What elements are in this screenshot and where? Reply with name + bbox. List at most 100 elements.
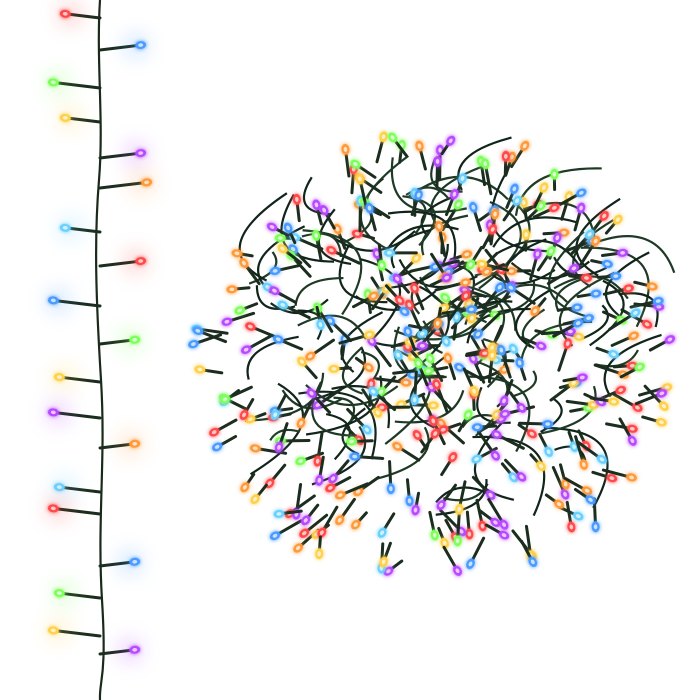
wire <box>569 407 586 413</box>
wire <box>318 310 334 333</box>
led-highlight <box>466 412 471 418</box>
led-highlight <box>277 444 281 450</box>
tangled-wire <box>435 486 489 504</box>
wire <box>608 314 633 331</box>
wire <box>337 366 352 371</box>
led-highlight <box>611 399 617 404</box>
led-highlight <box>50 298 56 303</box>
tangled-wire <box>360 258 402 344</box>
led-highlight <box>247 324 253 329</box>
wire <box>638 387 664 397</box>
light-cluster <box>188 131 676 576</box>
led-highlight <box>438 147 442 153</box>
led-highlight <box>195 328 201 333</box>
led-highlight <box>314 233 318 238</box>
led-highlight <box>509 154 514 160</box>
tangled-wire <box>543 426 609 509</box>
wire <box>343 482 369 495</box>
wire <box>345 426 358 439</box>
wire <box>409 264 435 273</box>
led-highlight <box>571 266 577 271</box>
wire <box>634 393 659 406</box>
wire <box>619 367 637 379</box>
wire <box>509 391 521 406</box>
tangled-wire <box>390 228 431 269</box>
wire <box>282 509 303 515</box>
tangled-wire <box>474 271 507 290</box>
led-highlight <box>548 248 554 254</box>
led-highlight <box>456 202 461 207</box>
wire <box>529 257 538 281</box>
wire <box>325 213 336 230</box>
led-highlight <box>315 402 321 407</box>
wire <box>340 342 346 361</box>
led-highlight <box>275 337 281 342</box>
wire <box>371 291 386 311</box>
wire <box>529 453 540 464</box>
wire <box>487 358 494 384</box>
wire <box>462 367 474 389</box>
led-highlight <box>132 337 138 342</box>
wire <box>471 536 486 561</box>
wire <box>428 510 436 532</box>
wire <box>648 340 667 352</box>
led-highlight <box>317 551 321 557</box>
wire <box>398 281 410 294</box>
led-highlight <box>379 405 385 410</box>
wire <box>350 172 355 195</box>
led-highlight <box>214 444 220 449</box>
led-highlight <box>490 227 495 232</box>
wire <box>307 503 320 518</box>
wire <box>318 535 322 551</box>
led-highlight <box>517 360 522 366</box>
led-highlight <box>138 43 144 47</box>
led-highlight <box>132 647 138 652</box>
led-highlight <box>276 512 282 516</box>
led-highlight <box>381 134 386 140</box>
wire <box>390 341 407 349</box>
led-highlight <box>309 391 314 396</box>
led-highlight <box>403 380 409 385</box>
wire <box>333 476 352 488</box>
led-highlight <box>314 202 319 208</box>
wire <box>502 289 511 303</box>
led-highlight <box>328 318 333 323</box>
wire <box>284 250 303 265</box>
led-highlight <box>357 176 362 182</box>
led-highlight <box>395 276 400 282</box>
led-highlight <box>267 481 272 486</box>
led-highlight <box>371 294 376 298</box>
led-highlight <box>493 211 497 217</box>
led-highlight <box>556 502 562 507</box>
wire <box>346 407 365 428</box>
led-highlight <box>466 301 472 306</box>
wire <box>504 379 514 398</box>
wire <box>456 511 461 538</box>
wire <box>596 274 613 279</box>
led-highlight <box>452 191 457 197</box>
wire <box>429 278 444 287</box>
wire <box>315 305 322 322</box>
led-highlight <box>656 304 662 309</box>
led-highlight <box>459 529 464 534</box>
wire <box>275 227 290 237</box>
wire <box>303 363 318 380</box>
wire <box>400 447 421 462</box>
wire <box>601 310 619 320</box>
led-highlight <box>380 530 385 536</box>
tangled-wire <box>390 157 467 213</box>
led-highlight <box>242 412 247 418</box>
tangled-wire <box>244 372 325 422</box>
tangled-wire <box>238 192 288 282</box>
led-highlight <box>593 524 598 530</box>
led-highlight <box>299 359 305 364</box>
led-highlight <box>497 284 502 290</box>
wire <box>410 198 419 216</box>
wire <box>226 398 249 411</box>
led-highlight <box>62 115 68 120</box>
led-highlight <box>493 520 498 525</box>
led-highlight <box>331 367 337 371</box>
led-highlight <box>471 356 476 361</box>
wire <box>301 399 314 421</box>
led-highlight <box>237 308 243 313</box>
